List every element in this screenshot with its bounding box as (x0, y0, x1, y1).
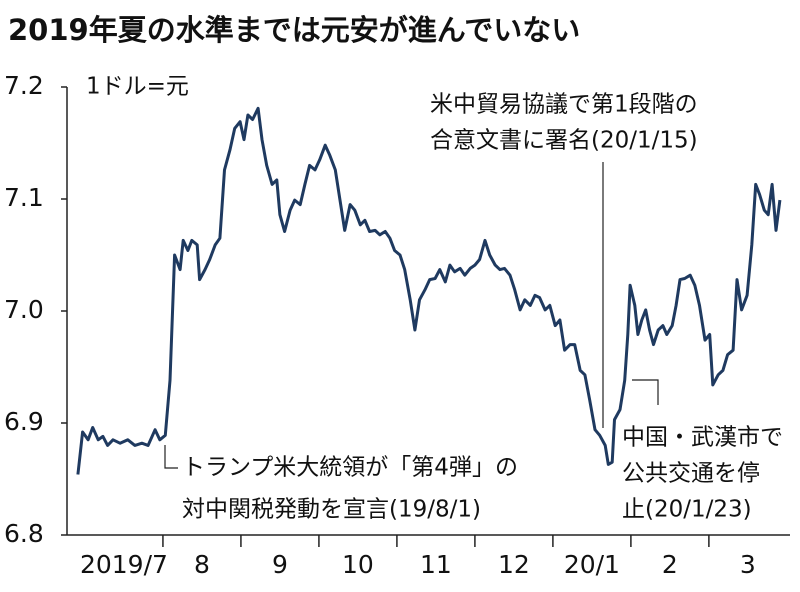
annotation: 合意文書に署名(20/1/15) (430, 128, 698, 154)
annotation: 対中関税発動を宣言(19/8/1) (182, 497, 481, 523)
x-tick-label: 2 (662, 550, 678, 579)
y-tick-label: 7.1 (4, 183, 44, 212)
y-axis-label: 1ドル=元 (86, 74, 189, 100)
x-tick-label: 20/1 (564, 550, 620, 579)
y-tick-label: 6.9 (4, 407, 44, 436)
leader-line (632, 379, 659, 405)
chart-title: 2019年夏の水準までは元安が進んでいない (8, 13, 580, 47)
line-series (76, 106, 782, 475)
annotation: 中国・武漢市で (622, 425, 783, 451)
annotation: 止(20/1/23) (622, 497, 752, 523)
annotation: トランプ米大統領が「第4弾」の (182, 455, 518, 481)
annotation: 公共交通を停 (622, 461, 760, 487)
x-tick-label: 12 (498, 550, 530, 579)
x-tick-label: 11 (420, 550, 452, 579)
x-tick-label: 10 (342, 550, 374, 579)
annotation: 米中貿易協議で第1段階の (430, 92, 698, 118)
y-tick-label: 7.0 (4, 295, 44, 324)
x-tick-label: 9 (272, 550, 288, 579)
x-tick-label: 2019/7 (80, 550, 168, 579)
y-tick-label: 6.8 (4, 519, 44, 548)
x-tick-label: 3 (740, 550, 756, 579)
y-tick-label: 7.2 (4, 71, 44, 100)
leader-line (164, 445, 178, 469)
x-tick-label: 8 (194, 550, 210, 579)
